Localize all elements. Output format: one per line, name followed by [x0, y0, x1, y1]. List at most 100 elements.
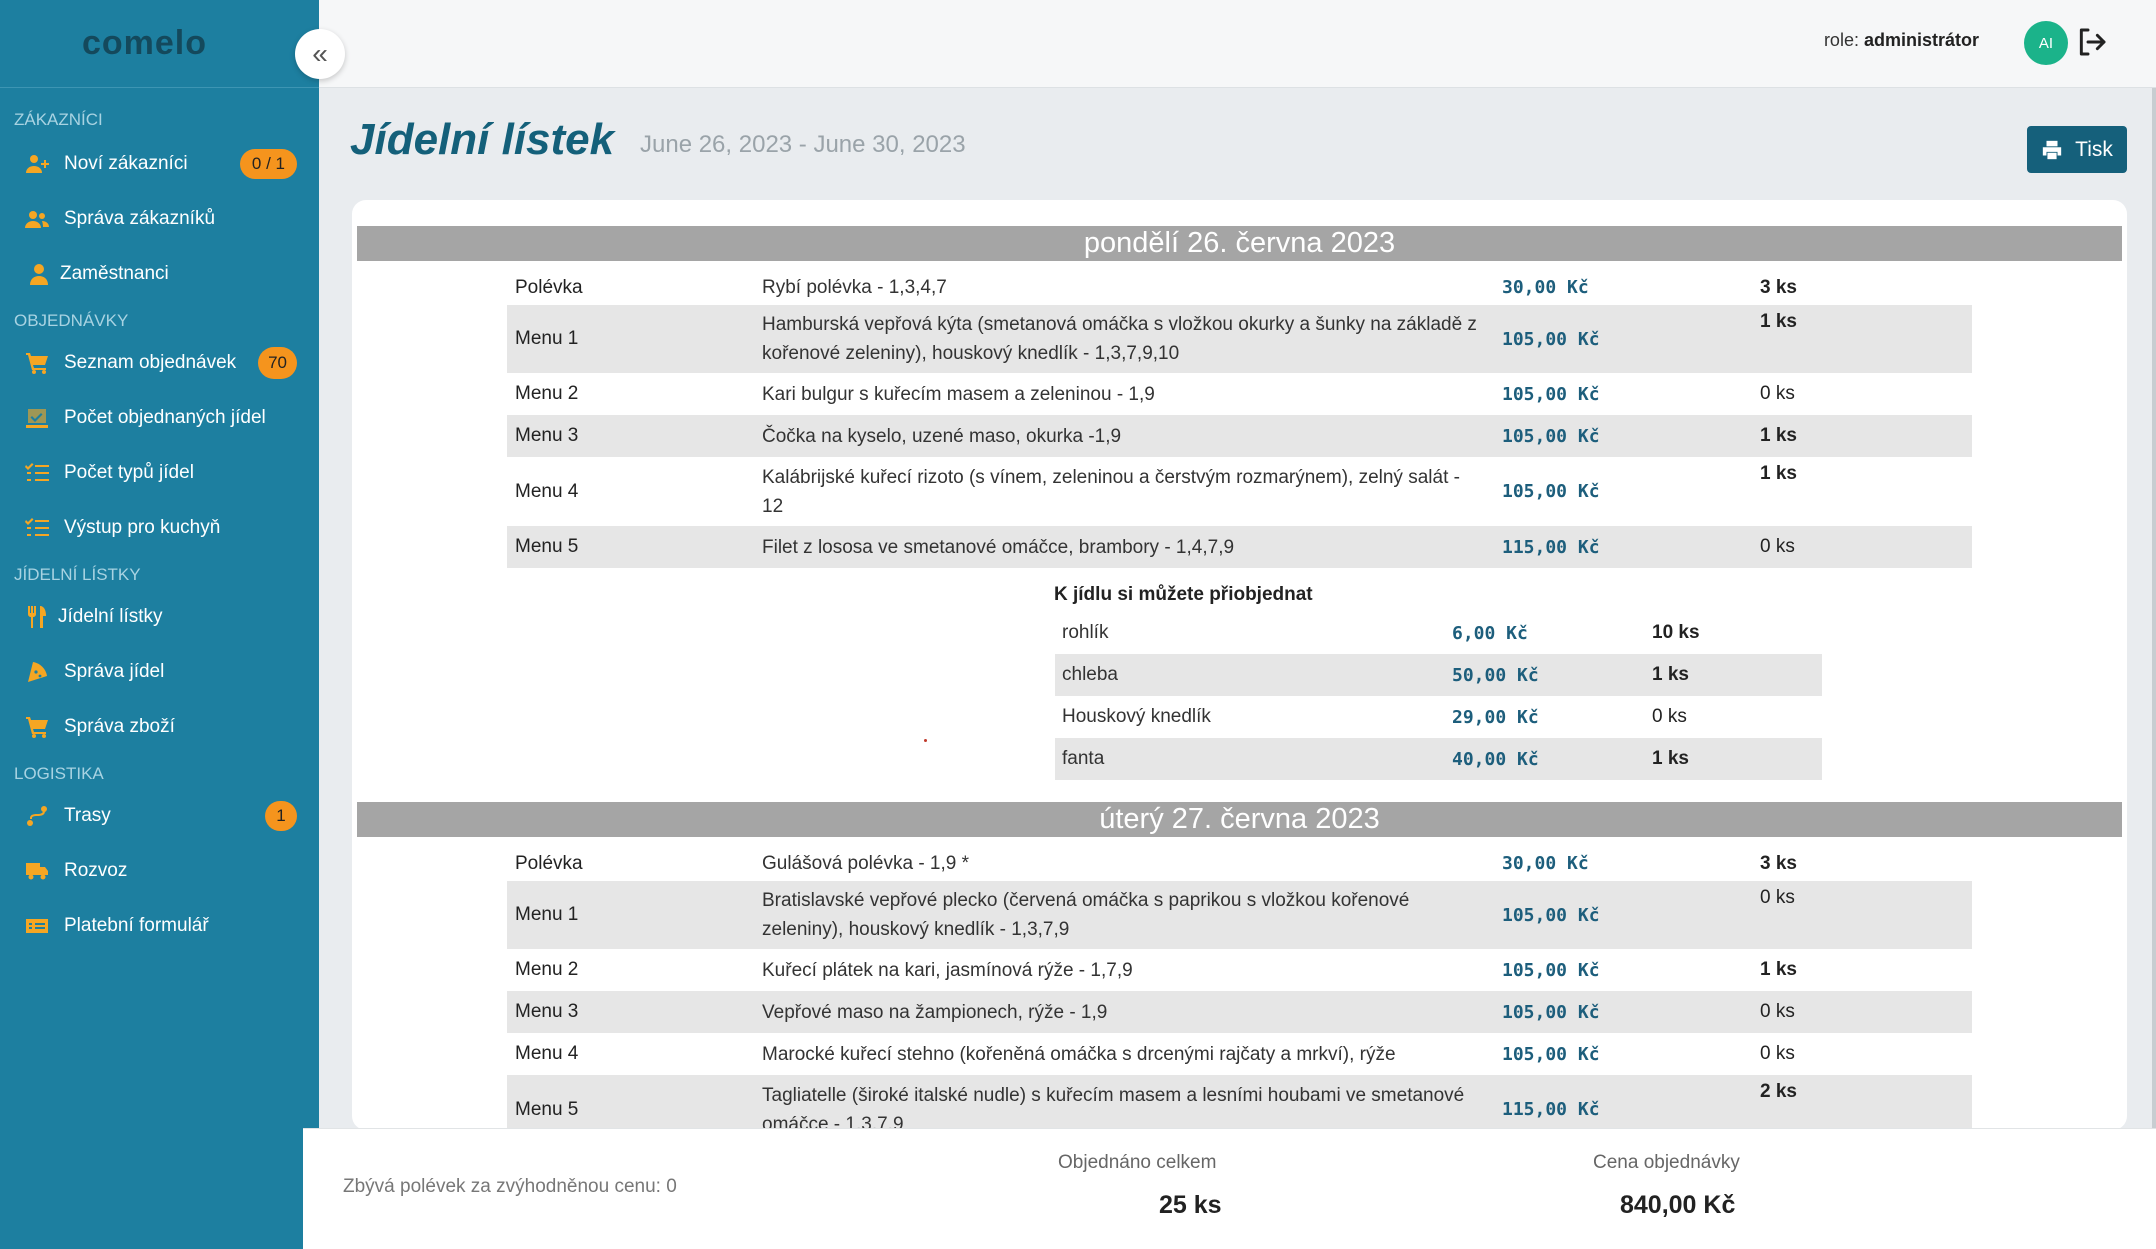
sidebar-item-label: Správa jídel [64, 660, 165, 682]
extra-quantity: 1 ks [1652, 748, 1689, 769]
sidebar-item-orders[interactable]: Seznam objednávek 70 [0, 335, 319, 390]
sidebar-item-kitchen-output[interactable]: Výstup pro kuchyň [0, 500, 319, 555]
new-customers-badge: 0 / 1 [239, 148, 297, 179]
extras-title: K jídlu si můžete přiobjednat [1054, 584, 1313, 605]
extra-name: Houskový knedlík [1062, 706, 1211, 727]
menu-description: Tagliatelle (široké italské nudle) s kuř… [762, 1084, 1465, 1131]
day-header: úterý 27. června 2023 [357, 802, 2122, 837]
sidebar-item-delivery[interactable]: Rozvoz [0, 843, 319, 898]
extra-name: rohlík [1062, 622, 1109, 643]
menu-description: Hamburská vepřová kýta (smetanová omáčka… [762, 314, 1477, 364]
sidebar-item-customer-management[interactable]: Správa zákazníků [0, 191, 319, 246]
menu-description: Kari bulgur s kuřecím masem a zeleninou … [762, 383, 1155, 405]
ordered-total-label: Objednáno celkem [1058, 1152, 1217, 1173]
pizza-icon [24, 659, 50, 685]
menu-quantity: 0 ks [1760, 887, 1795, 908]
logout-icon[interactable] [2076, 26, 2108, 58]
collapse-sidebar-button[interactable]: « [295, 29, 345, 79]
extra-price: 29,00 Kč [1452, 706, 1539, 728]
user-role: role: administrátor [1824, 30, 1979, 51]
top-bar: role: administrátor AI [319, 0, 2156, 88]
role-label: role: [1823, 30, 1859, 50]
scrollbar[interactable] [2152, 88, 2156, 1128]
remaining-soups-text: Zbývá polévek za zvýhodněnou cenu: 0 [343, 1176, 677, 1197]
extra-name: chleba [1062, 664, 1118, 685]
table-row: Menu 1 Hamburská vepřová kýta (smetanová… [507, 305, 1972, 373]
checklist-icon [24, 405, 50, 431]
table-row: Menu 2 Kari bulgur s kuřecím masem a zel… [507, 373, 1972, 415]
sidebar-item-meal-types-count[interactable]: Počet typů jídel [0, 445, 319, 500]
menu-quantity: 1 ks [1760, 959, 1797, 980]
sidebar-item-goods-management[interactable]: Správa zboží [0, 699, 319, 754]
menu-price: 105,00 Kč [1502, 1043, 1600, 1065]
section-jidelni-listky: JÍDELNÍ LÍSTKY [14, 565, 141, 584]
menu-table: Polévka Rybí polévka - 1,3,4,7 30,00 Kč … [507, 270, 1972, 568]
extra-quantity: 10 ks [1652, 622, 1700, 643]
table-row: Menu 4 Marocké kuřecí stehno (kořeněná o… [507, 1033, 1972, 1075]
menu-quantity: 3 ks [1760, 852, 1797, 874]
order-price-label: Cena objednávky [1593, 1152, 1740, 1173]
print-button[interactable]: Tisk [2027, 126, 2127, 173]
sidebar-item-label: Počet typů jídel [64, 461, 194, 483]
menu-quantity: 0 ks [1760, 1001, 1795, 1022]
app-logo[interactable]: comelo [0, 0, 319, 88]
route-icon [24, 803, 50, 829]
table-row: Menu 5 Filet z lososa ve smetanové omáčc… [507, 526, 1972, 568]
table-row: Menu 2 Kuřecí plátek na kari, jasmínová … [507, 949, 1972, 991]
orders-badge: 70 [258, 346, 297, 379]
menu-quantity: 3 ks [1760, 276, 1797, 298]
menu-description: Rybí polévka - 1,3,4,7 [762, 277, 947, 298]
avatar[interactable]: AI [2024, 21, 2068, 65]
table-row: Menu 4 Kalábrijské kuřecí rizoto (s víne… [507, 457, 1972, 526]
sidebar-item-payment-form[interactable]: Platební formulář [0, 898, 319, 953]
sidebar-item-label: Správa zboží [64, 715, 175, 737]
menu-price: 105,00 Kč [1502, 425, 1600, 447]
table-row: Menu 5 Tagliatelle (široké italské nudle… [507, 1075, 1972, 1130]
menu-name: Menu 2 [515, 383, 579, 404]
extra-price: 40,00 Kč [1452, 748, 1539, 770]
sidebar-item-new-customers[interactable]: Noví zákazníci 0 / 1 [0, 136, 319, 191]
menu-table: Polévka Gulášová polévka - 1,9 * 30,00 K… [507, 846, 1972, 1130]
table-row: rohlík 6,00 Kč 10 ks [1055, 612, 1822, 654]
sidebar-item-label: Platební formulář [64, 914, 209, 936]
menu-name: Menu 5 [515, 1098, 579, 1120]
sidebar-item-ordered-meals-count[interactable]: Počet objednaných jídel [0, 390, 319, 445]
table-row: Menu 3 Čočka na kyselo, uzené maso, okur… [507, 415, 1972, 457]
menu-quantity: 0 ks [1760, 383, 1795, 404]
order-summary-footer: Zbývá polévek za zvýhodněnou cenu: 0 Obj… [303, 1128, 2156, 1249]
menu-name: Polévka [515, 276, 583, 298]
sidebar-item-routes[interactable]: Trasy 1 [0, 788, 319, 843]
menu-price: 105,00 Kč [1502, 959, 1600, 981]
menu-description: Kuřecí plátek na kari, jasmínová rýže - … [762, 959, 1133, 981]
sidebar-item-label: Seznam objednávek [64, 351, 237, 373]
sidebar-item-label: Jídelní lístky [58, 605, 163, 627]
menu-quantity: 1 ks [1760, 463, 1797, 484]
menu-price: 105,00 Kč [1502, 383, 1600, 405]
menu-card: pondělí 26. června 2023 Polévka Rybí pol… [352, 200, 2127, 1130]
sidebar-item-label: Rozvoz [64, 859, 128, 881]
menu-price: 105,00 Kč [1502, 1001, 1600, 1023]
ordered-total-value: 25 ks [1159, 1191, 1222, 1219]
extra-price: 6,00 Kč [1452, 622, 1528, 644]
sidebar: comelo ZÁKAZNÍCI Noví zákazníci 0 / 1 Sp… [0, 0, 319, 1249]
table-row: Polévka Rybí polévka - 1,3,4,7 30,00 Kč … [507, 270, 1972, 305]
menu-description: Filet z lososa ve smetanové omáčce, bram… [762, 536, 1235, 558]
sidebar-item-label: Správa zákazníků [64, 207, 216, 229]
menu-name: Menu 1 [515, 328, 579, 349]
menu-description: Marocké kuřecí stehno (kořeněná omáčka s… [762, 1043, 1396, 1065]
order-price-value: 840,00 Kč [1620, 1191, 1736, 1219]
sidebar-item-meal-management[interactable]: Správa jídel [0, 644, 319, 699]
print-label: Tisk [2075, 137, 2113, 161]
menu-name: Menu 3 [515, 1001, 579, 1022]
user-icon [26, 261, 52, 287]
extra-name: fanta [1062, 748, 1105, 769]
menu-description: Bratislavské vepřové plecko (červená omá… [762, 890, 1410, 940]
table-row: Menu 3 Vepřové maso na žampionech, rýže … [507, 991, 1972, 1033]
sidebar-item-menus[interactable]: Jídelní lístky [0, 589, 319, 644]
list-check-icon [24, 460, 50, 486]
sidebar-item-employees[interactable]: Zaměstnanci [0, 246, 319, 301]
user-plus-icon [24, 151, 50, 177]
menu-price: 30,00 Kč [1502, 277, 1589, 298]
extra-quantity: 1 ks [1652, 664, 1689, 685]
menu-name: Menu 5 [515, 536, 579, 557]
